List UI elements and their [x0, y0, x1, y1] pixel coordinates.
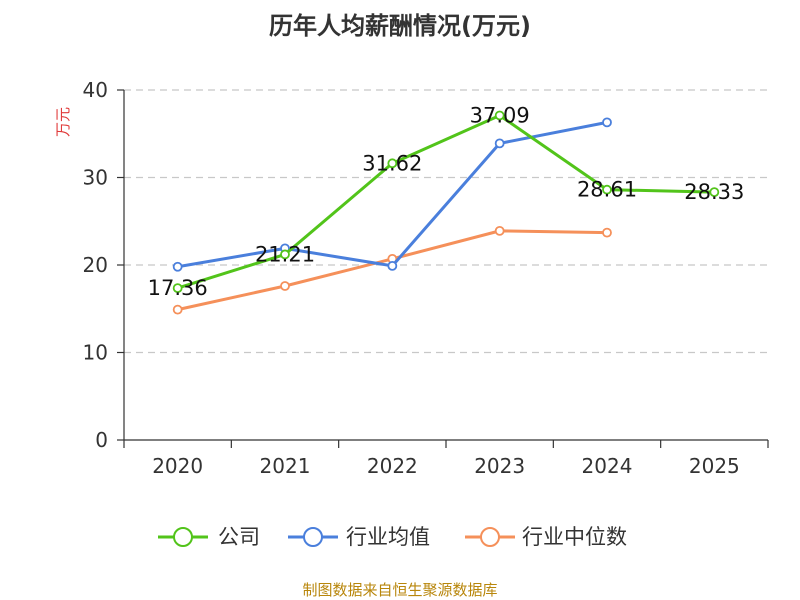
data-label: 17.36	[148, 276, 208, 300]
data-label: 28.33	[684, 180, 744, 204]
legend[interactable]: 公司 行业均值 行业中位数	[158, 525, 627, 549]
data-point	[602, 184, 612, 195]
series-line-0	[177, 113, 715, 290]
source-note: 制图数据来自恒生聚源数据库	[302, 581, 497, 599]
data-point	[172, 283, 183, 294]
y-tick-label: 20	[83, 253, 108, 277]
y-tick-label: 40	[83, 78, 108, 102]
x-tick-label-2022: 2022	[367, 454, 418, 478]
x-tick-label-2025: 2025	[689, 454, 740, 478]
data-point	[172, 304, 183, 315]
y-axis-label: 万元	[54, 107, 72, 137]
y-tick-label: 30	[83, 166, 108, 190]
data-point	[387, 158, 398, 169]
y-tick-label: 10	[83, 341, 108, 365]
data-point	[709, 187, 720, 198]
data-point	[494, 225, 505, 236]
y-tick-label: 0	[95, 428, 108, 452]
data-label: 28.61	[577, 178, 637, 202]
data-point	[280, 249, 290, 260]
legend-label: 公司	[218, 525, 260, 549]
axes: 0 10 20 30 40 2020 2021 2022 2023 2024 2025	[83, 78, 769, 478]
data-label: 37.09	[470, 103, 530, 127]
x-tick-label-2020: 2020	[152, 454, 203, 478]
series-group	[172, 110, 720, 315]
gridlines	[124, 89, 768, 354]
legend-marker	[173, 527, 193, 547]
data-point	[494, 110, 505, 121]
legend-marker	[480, 527, 500, 547]
data-point	[602, 227, 612, 238]
data-point	[387, 260, 398, 271]
data-point	[280, 281, 290, 291]
legend-label: 行业均值	[346, 525, 430, 549]
data-label: 31.62	[362, 151, 422, 175]
x-tick-label-2021: 2021	[260, 454, 311, 478]
data-point	[494, 138, 505, 149]
legend-marker	[303, 527, 323, 547]
data-point	[172, 261, 183, 272]
legend-item-1[interactable]: 行业均值	[288, 525, 430, 549]
legend-label: 行业中位数	[522, 525, 627, 549]
data-labels: 17.36 21.21 31.62 37.09 28.61 28.33	[148, 103, 745, 300]
legend-item-2[interactable]: 行业中位数	[465, 525, 627, 549]
x-tick-label-2024: 2024	[582, 454, 633, 478]
data-point	[602, 117, 612, 128]
x-tick-label-2023: 2023	[474, 454, 525, 478]
legend-item-0[interactable]: 公司	[158, 525, 260, 549]
data-label: 21.21	[255, 242, 315, 266]
chart-title: 历年人均薪酬情况(万元)	[269, 12, 531, 40]
